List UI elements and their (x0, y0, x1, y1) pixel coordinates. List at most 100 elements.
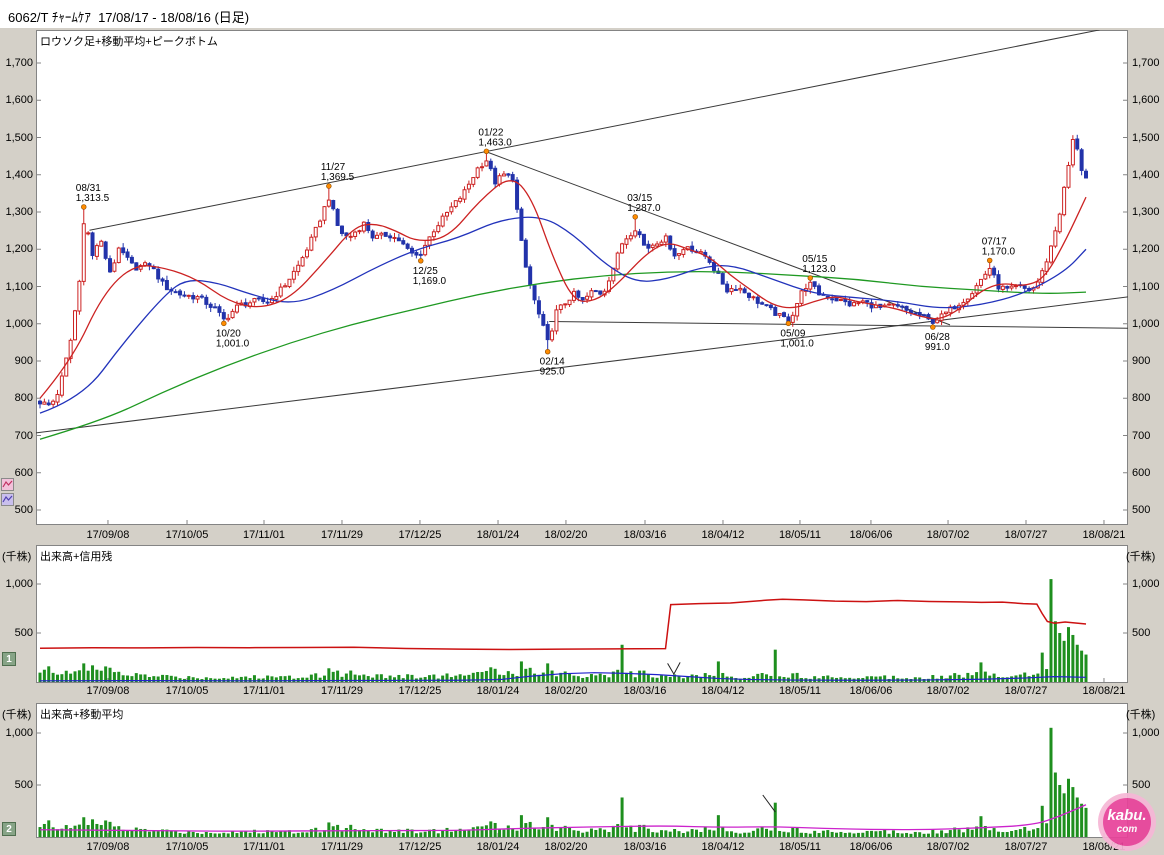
y-axis-label: 1,000 (5, 727, 33, 739)
x-axis-label: 18/03/16 (623, 685, 667, 697)
svg-text:03/15: 03/15 (627, 193, 652, 204)
x-axis-label: 18/01/24 (476, 529, 520, 541)
logo-text-kabu: kabu. (1107, 807, 1147, 824)
x-axis-label: 18/06/06 (849, 685, 893, 697)
y-axis-label: 700 (14, 429, 33, 442)
chart-style-icon-2[interactable] (1, 493, 14, 506)
svg-text:12/25: 12/25 (413, 266, 438, 277)
zigzag-purple-icon (2, 495, 13, 503)
x-axis-label: 17/12/25 (398, 529, 442, 541)
y-axis-label: 500 (1132, 627, 1151, 639)
svg-text:07/17: 07/17 (982, 236, 1007, 247)
x-axis-label: 18/08/21 (1082, 529, 1126, 541)
y-axis-label: 1,500 (1132, 131, 1160, 144)
svg-text:925.0: 925.0 (540, 367, 565, 378)
x-axis-label: 17/10/05 (165, 685, 209, 697)
x-axis-label: 18/04/12 (701, 529, 745, 541)
volume-margin-unit-left: (千株) (2, 551, 32, 563)
svg-text:1,001.0: 1,001.0 (216, 338, 250, 349)
y-axis-label: 1,700 (1132, 57, 1160, 69)
y-axis-label: 500 (14, 779, 33, 791)
kabucom-logo-inner: kabu. com (1103, 798, 1151, 846)
svg-text:05/09: 05/09 (780, 328, 805, 339)
x-axis-label: 18/01/24 (476, 685, 520, 697)
y-axis-label: 1,000 (1132, 578, 1160, 590)
svg-text:01/22: 01/22 (478, 127, 503, 138)
x-axis-row-main: 17/09/08 17/10/05 17/11/01 17/11/29 17/12/25… (0, 529, 1164, 543)
panel-badge-2[interactable]: 2 (2, 822, 16, 836)
volume-ma-unit-right: (千株) (1126, 709, 1156, 721)
volume-margin-svg[interactable] (36, 545, 1128, 683)
x-axis-label: 17/09/08 (86, 529, 130, 541)
y-axis-label: 1,100 (1132, 280, 1160, 293)
y-axis-label: 600 (1132, 466, 1151, 479)
x-axis-label: 18/04/12 (701, 685, 745, 697)
svg-text:1,123.0: 1,123.0 (802, 264, 836, 275)
x-axis-label: 18/08/21 (1082, 685, 1126, 697)
main-panel-label: ロウソク足+移動平均+ピークボトム (40, 36, 218, 48)
svg-text:1,313.5: 1,313.5 (76, 193, 110, 204)
x-axis-label: 18/07/02 (926, 841, 970, 853)
x-axis-label: 17/10/05 (165, 529, 209, 541)
y-axis-label: 1,200 (1132, 243, 1160, 256)
panel-badge-1[interactable]: 1 (2, 652, 16, 666)
x-axis-label: 17/09/08 (86, 841, 130, 853)
svg-text:02/14: 02/14 (540, 357, 565, 368)
x-axis-label: 17/12/25 (398, 685, 442, 697)
svg-text:1,287.0: 1,287.0 (627, 203, 661, 214)
x-axis-label: 18/03/16 (623, 529, 667, 541)
x-axis-label: 18/02/20 (544, 685, 588, 697)
x-axis-label: 18/02/20 (544, 529, 588, 541)
x-axis-label: 17/11/29 (320, 685, 363, 697)
y-axis-label: 1,400 (5, 168, 33, 181)
svg-text:1,369.5: 1,369.5 (321, 172, 355, 183)
zigzag-pink-icon (2, 480, 13, 488)
svg-text:1,463.0: 1,463.0 (478, 137, 512, 148)
svg-text:991.0: 991.0 (925, 342, 950, 353)
x-axis-label: 18/07/27 (1004, 529, 1048, 541)
y-axis-label: 1,500 (5, 131, 33, 144)
y-axis-label: 1,400 (1132, 168, 1160, 181)
svg-text:05/15: 05/15 (802, 254, 827, 265)
y-axis-label: 500 (14, 627, 33, 639)
y-axis-label: 500 (1132, 779, 1151, 791)
x-axis-label: 18/01/24 (476, 841, 520, 853)
y-axis-label: 1,200 (5, 243, 33, 256)
x-axis-label: 18/07/02 (926, 685, 970, 697)
x-axis-label: 18/04/12 (701, 841, 745, 853)
volume-ma-label: 出来高+移動平均 (40, 709, 124, 721)
volume-ma-svg[interactable] (36, 703, 1128, 838)
x-axis-label: 17/11/01 (242, 685, 285, 697)
y-axis-label: 1,000 (5, 578, 33, 590)
x-axis-label: 18/07/27 (1004, 841, 1048, 853)
y-axis-label: 1,600 (5, 94, 33, 107)
x-axis-label: 18/05/11 (778, 685, 821, 697)
svg-text:06/28: 06/28 (925, 332, 950, 343)
volume-ma-unit-left: (千株) (2, 709, 32, 721)
x-axis-row-volume-margin: 17/09/08 17/10/05 17/11/01 17/11/29 17/12/25… (0, 685, 1164, 699)
chart-style-icon-1[interactable] (1, 478, 14, 491)
x-axis-label: 17/10/05 (165, 841, 209, 853)
y-axis-label: 1,300 (5, 206, 33, 218)
svg-text:1,169.0: 1,169.0 (413, 276, 447, 287)
y-axis-label: 1,700 (5, 57, 33, 69)
y-axis-label: 900 (14, 355, 33, 367)
title-bar: 6062/T ﾁｬｰﾑｹｱ 17/08/17 - 18/08/16 (日足) (0, 0, 1164, 28)
x-axis-label: 18/07/02 (926, 529, 970, 541)
x-axis-label: 17/11/01 (242, 841, 285, 853)
y-axis-label: 1,300 (1132, 206, 1160, 218)
y-axis-label: 500 (1132, 504, 1151, 516)
chart-title: 6062/T ﾁｬｰﾑｹｱ 17/08/17 - 18/08/16 (日足) (8, 10, 250, 25)
y-axis-label: 1,100 (5, 280, 33, 293)
volume-margin-unit-right: (千株) (1126, 551, 1156, 563)
main-chart-svg[interactable]: 08/311,313.510/201,001.011/271,369.512/2… (36, 30, 1128, 525)
svg-text:08/31: 08/31 (76, 183, 101, 194)
y-axis-label: 600 (14, 466, 33, 479)
x-axis-label: 18/02/20 (544, 841, 588, 853)
y-axis-label: 900 (1132, 355, 1151, 367)
kabucom-logo: kabu. com (1098, 793, 1156, 851)
x-axis-label: 17/11/29 (320, 529, 363, 541)
x-axis-label: 17/11/01 (242, 529, 285, 541)
x-axis-label: 17/09/08 (86, 685, 130, 697)
x-axis-label: 18/05/11 (778, 841, 821, 853)
